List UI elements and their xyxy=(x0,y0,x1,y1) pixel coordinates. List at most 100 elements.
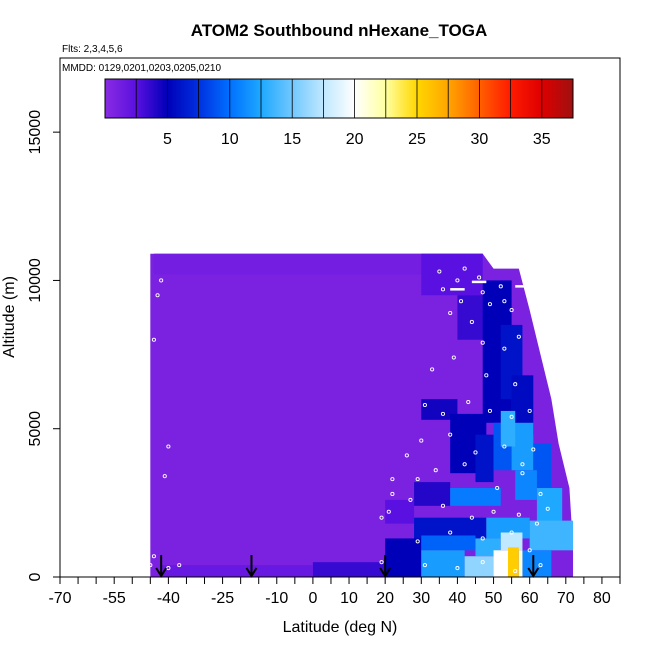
sample-point xyxy=(440,411,446,416)
sample-point xyxy=(162,474,167,479)
heatmap-cell xyxy=(385,499,415,524)
heatmap-cell xyxy=(385,538,422,577)
sample-point xyxy=(513,382,518,387)
heatmap-cell xyxy=(161,565,313,577)
x-tick-label: -55 xyxy=(103,590,126,607)
colorbar-gradient xyxy=(104,78,574,119)
heatmap-cell xyxy=(511,375,534,435)
sample-point xyxy=(462,266,467,271)
colorbar-tick-label: 15 xyxy=(283,131,301,148)
sample-point xyxy=(422,563,427,568)
heatmap-cell xyxy=(500,532,523,551)
sample-point xyxy=(538,491,543,497)
x-axis-label: Latitude (deg N) xyxy=(283,619,398,636)
sample-point xyxy=(520,471,525,476)
sample-point xyxy=(509,530,514,535)
heatmap-cell xyxy=(511,422,534,471)
sample-point xyxy=(166,566,171,571)
sample-point xyxy=(437,269,442,274)
colorbar-ticks: 5 10 15 20 25 30 35 xyxy=(104,79,574,148)
sample-point xyxy=(538,563,543,568)
sample-point xyxy=(404,453,409,458)
sample-point xyxy=(455,278,460,283)
heatmap-cell xyxy=(500,410,516,447)
sample-point xyxy=(448,530,453,535)
sample-point xyxy=(177,563,182,568)
sample-point xyxy=(527,408,532,413)
sample-point xyxy=(451,355,456,360)
profile-arrows xyxy=(155,555,540,578)
heatmap-cell xyxy=(153,253,483,275)
sample-point xyxy=(480,560,485,565)
x-tick-label: -70 xyxy=(48,590,71,607)
y-tick-label: 5000 xyxy=(27,411,44,447)
sample-point xyxy=(379,515,384,520)
sample-point xyxy=(480,536,485,541)
heatmap-cells xyxy=(150,253,574,577)
sample-point xyxy=(448,432,453,437)
sample-point xyxy=(502,444,507,449)
sample-point xyxy=(509,308,514,313)
sample-point xyxy=(159,278,164,283)
sample-point xyxy=(466,399,471,405)
sample-point xyxy=(415,539,420,544)
heatmap-cell xyxy=(421,399,458,420)
sample-point xyxy=(502,299,507,304)
heatmap-cell xyxy=(312,562,386,577)
sample-point xyxy=(390,477,395,482)
profile-arrow xyxy=(527,555,540,578)
sample-point xyxy=(433,468,438,473)
sample-point xyxy=(166,444,171,449)
x-tick-label: 10 xyxy=(340,590,358,607)
sample-point xyxy=(477,275,482,280)
sample-point xyxy=(480,290,485,295)
colorbar-tick-label: 20 xyxy=(346,131,364,148)
sample-point xyxy=(151,337,156,342)
y-tick-label: 0 xyxy=(27,572,44,581)
sample-point xyxy=(502,346,507,351)
sample-point xyxy=(473,450,478,455)
sample-point xyxy=(148,563,153,568)
y-tick-label: 15000 xyxy=(27,110,44,155)
y-tick-label: 10000 xyxy=(27,258,44,303)
heatmap-cell xyxy=(508,547,519,577)
sample-point xyxy=(509,414,514,419)
sample-point xyxy=(440,503,446,508)
heatmap-cell xyxy=(493,550,508,577)
heatmap-cell xyxy=(518,550,523,577)
sample-point xyxy=(415,477,420,482)
sample-point xyxy=(520,462,525,467)
sample-point xyxy=(151,554,156,559)
sample-point xyxy=(527,548,532,553)
sample-point xyxy=(458,299,464,304)
x-tick-label: 70 xyxy=(557,590,575,607)
colorbar-tick-label: 25 xyxy=(408,131,426,148)
x-axis: -70 -55 -40 -25 -10 0 10 20 30 40 50 60 70 80 xyxy=(48,576,621,607)
profile-arrow xyxy=(155,555,168,578)
sample-point xyxy=(469,515,474,520)
heatmap-cell xyxy=(515,470,537,500)
sample-point xyxy=(422,402,427,408)
sample-point xyxy=(491,509,496,514)
sample-point xyxy=(534,521,539,526)
sample-point xyxy=(430,367,435,372)
chart-title: ATOM2 Southbound nHexane_TOGA xyxy=(191,21,488,40)
sample-point xyxy=(379,560,384,565)
heatmap-cell xyxy=(464,556,494,577)
x-tick-label: 20 xyxy=(376,590,394,607)
sample-point xyxy=(484,373,489,378)
x-tick-label: -40 xyxy=(157,590,180,607)
heatmap-cell xyxy=(533,443,552,489)
sample-point xyxy=(516,334,521,339)
x-tick-label: 60 xyxy=(521,590,539,607)
sample-point xyxy=(386,509,391,514)
heatmap-cell xyxy=(536,488,563,524)
dates-subtitle: MMDD: 0129,0201,0203,0205,0210 xyxy=(62,63,221,74)
sample-point xyxy=(495,485,500,491)
sample-points xyxy=(148,266,550,574)
profile-arrow xyxy=(379,555,392,578)
y-axis: 0 5000 10000 15000 xyxy=(27,110,61,581)
colorbar: 5 10 15 20 25 30 35 xyxy=(104,78,574,148)
sample-point xyxy=(448,311,453,316)
